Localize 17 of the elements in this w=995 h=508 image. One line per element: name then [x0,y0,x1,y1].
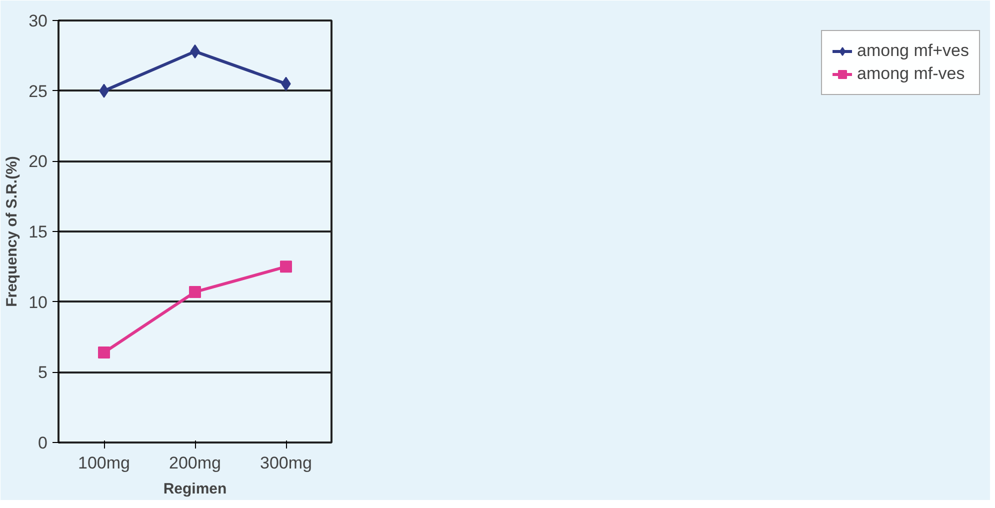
point [98,346,110,358]
y-tick-label: 30 [28,12,48,30]
y-axis-title: Frequency of S.R.(%) [4,156,21,307]
point [280,260,292,273]
x-axis-title: Regimen [163,480,227,498]
point [189,286,201,298]
x-tick-label: 100mg [78,454,130,472]
y-tick-label: 10 [28,292,48,312]
y-tick-label: 25 [28,82,48,101]
legend-label: among mf-ves [857,64,965,84]
x-tick-label: 200mg [169,454,221,472]
legend-label: among mf+ves [857,41,969,61]
x-tick-label: 300mg [260,454,312,472]
y-tick-label: 15 [28,222,48,242]
y-tick-label: 0 [38,434,48,452]
y-tick-label: 20 [28,152,48,172]
y-tick-label: 5 [38,363,48,382]
